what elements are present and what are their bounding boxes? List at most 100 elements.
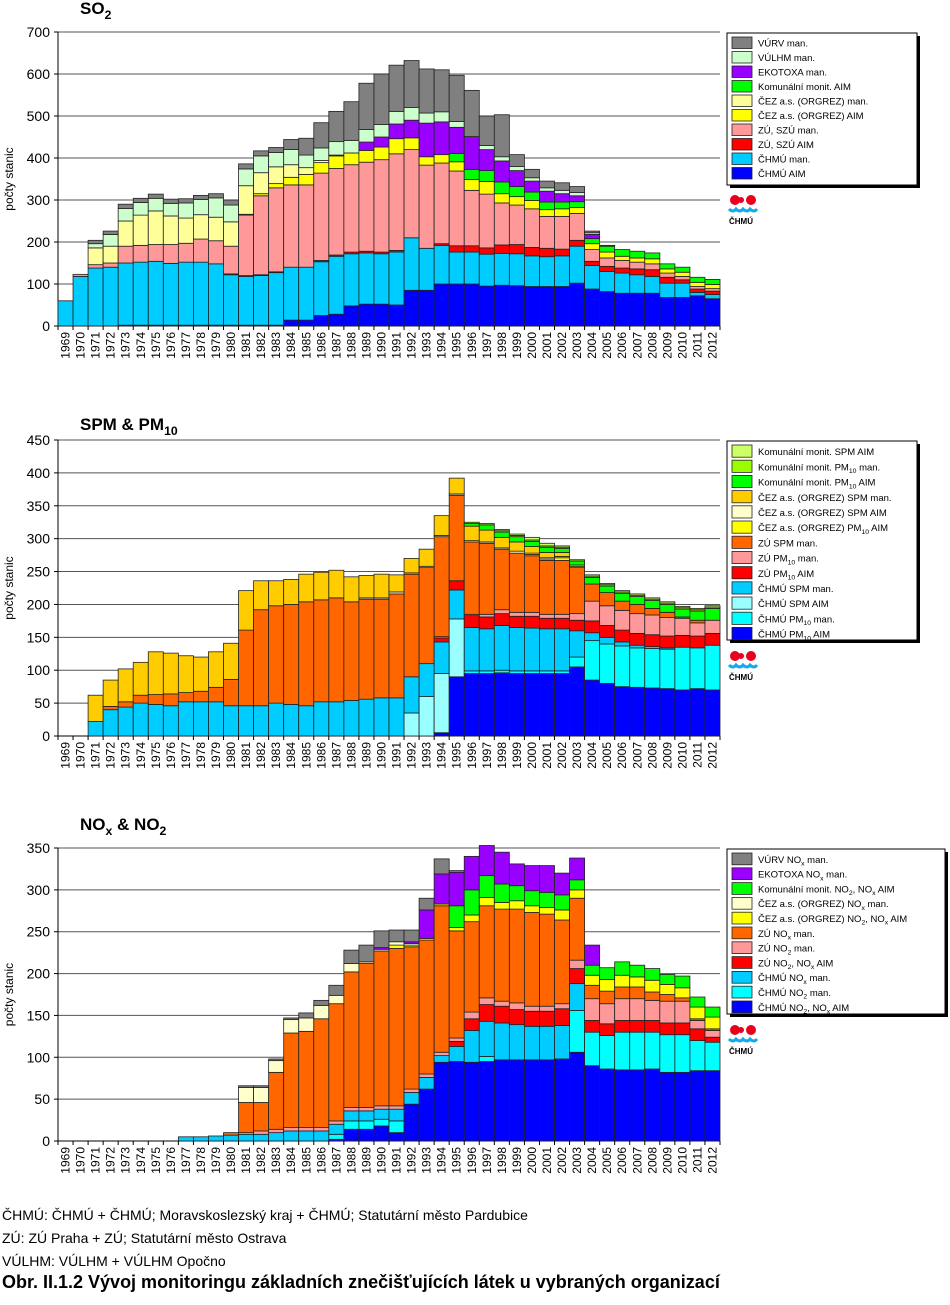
bar-segment	[132, 702, 149, 737]
bar-segment	[554, 189, 570, 195]
bar-segment	[493, 1022, 510, 1061]
x-tick-label: 1993	[420, 742, 434, 769]
x-tick-label: 1983	[269, 1147, 283, 1174]
bar-segment	[584, 574, 601, 577]
bar-segment	[358, 1107, 375, 1112]
bar-segment	[584, 238, 601, 245]
bar-segment	[463, 921, 480, 1013]
bar-segment	[313, 261, 330, 316]
x-tick-label: 1985	[299, 332, 313, 359]
bar-segment	[478, 845, 495, 877]
bar-segment	[539, 180, 555, 189]
bar-segment	[584, 243, 601, 250]
bar-segment	[343, 601, 360, 701]
bar-segment	[584, 679, 601, 737]
bar-segment	[508, 1009, 525, 1026]
bar-segment	[177, 692, 194, 703]
bar-segment	[524, 180, 540, 193]
x-tick-label: 1969	[59, 742, 73, 769]
chart-3: NOx & NO2 0 50 100 150 200 250 300 350 počty stan…	[2, 815, 948, 1174]
bar-segment	[298, 154, 315, 169]
bar-segment	[584, 1020, 601, 1033]
bar-segment	[132, 261, 149, 326]
x-tick-label: 2006	[615, 1147, 629, 1174]
bar-segment	[177, 242, 194, 263]
x-tick-label: 1975	[149, 742, 163, 769]
footer-note-zu: ZÚ: ZÚ Praha + ZÚ; Statutární město Ostr…	[2, 1230, 287, 1246]
legend-swatch	[731, 94, 753, 107]
bar-segment	[539, 907, 555, 915]
bar-segment	[177, 655, 194, 693]
bar-segment	[162, 244, 179, 264]
y-tick-label: 150	[27, 629, 51, 645]
bar-segment	[584, 998, 601, 1021]
bar-segment	[674, 997, 691, 1002]
bar-segment	[403, 929, 420, 943]
legend-swatch	[731, 596, 753, 610]
bar-segment	[147, 694, 164, 705]
bar-segment	[614, 260, 631, 269]
legend-label: ZÚ, SZÚ AIM	[758, 140, 814, 151]
bar-segment	[448, 871, 465, 907]
x-tick-label: 1978	[194, 332, 208, 359]
bar-segment	[238, 629, 254, 707]
x-tick-label: 2004	[585, 332, 599, 359]
x-tick-label: 1984	[284, 1147, 298, 1174]
bar-segment	[268, 1128, 285, 1134]
bar-segment	[659, 1000, 676, 1024]
bar-segment	[358, 252, 375, 305]
bar-segment	[313, 162, 330, 174]
bar-segment	[493, 531, 510, 538]
bar-segment	[343, 1107, 360, 1112]
bar-segment	[223, 221, 239, 247]
bar-segment	[554, 248, 570, 257]
bar-segment	[704, 278, 721, 285]
bar-segment	[343, 949, 360, 964]
bar-segment	[599, 636, 616, 645]
x-tick-label: 1987	[329, 332, 343, 359]
bar-segment	[448, 618, 465, 678]
bar-segment	[644, 979, 661, 993]
bar-segment	[253, 1130, 270, 1135]
bar-segment	[388, 153, 405, 251]
legend-swatch	[731, 1000, 753, 1014]
bar-segment	[478, 524, 495, 531]
x-tick-label: 1973	[119, 742, 133, 769]
bar-segment	[539, 1010, 555, 1027]
bar-segment	[554, 673, 570, 737]
bar-segment	[358, 1110, 375, 1122]
bar-segment	[177, 198, 194, 204]
legend-swatch	[731, 627, 753, 641]
bar-segment	[193, 701, 209, 737]
bar-segment	[614, 255, 631, 261]
bar-segment	[283, 164, 300, 178]
bar-segment	[358, 129, 375, 143]
bar-segment	[193, 214, 209, 240]
bar-segment	[463, 168, 480, 180]
bar-segment	[629, 964, 646, 978]
bar-segment	[418, 122, 435, 158]
bar-segment	[554, 201, 570, 210]
bar-segment	[674, 271, 691, 277]
bar-segment	[493, 908, 510, 1002]
bar-segment	[689, 281, 706, 287]
bar-segment	[539, 1059, 555, 1142]
bar-segment	[223, 245, 239, 275]
bar-segment	[599, 625, 616, 638]
bar-segment	[599, 605, 616, 626]
legend-label: ČEZ a.s. (ORGREZ) PM10 AIM	[758, 523, 888, 536]
bar-segment	[418, 696, 435, 737]
bar-segment	[358, 1128, 375, 1142]
x-tick-label: 1980	[224, 1147, 238, 1174]
bar-segment	[659, 268, 676, 274]
bar-segment	[569, 239, 585, 247]
x-tick-label: 1993	[420, 332, 434, 359]
bar-segment	[147, 651, 164, 695]
x-tick-label: 1974	[134, 742, 148, 769]
bar-segment	[614, 1020, 631, 1033]
bar-segment	[524, 286, 540, 327]
bar-segment	[223, 204, 239, 223]
bar-segment	[599, 1003, 616, 1025]
legend-swatch	[731, 36, 753, 49]
bar-segment	[418, 164, 435, 249]
